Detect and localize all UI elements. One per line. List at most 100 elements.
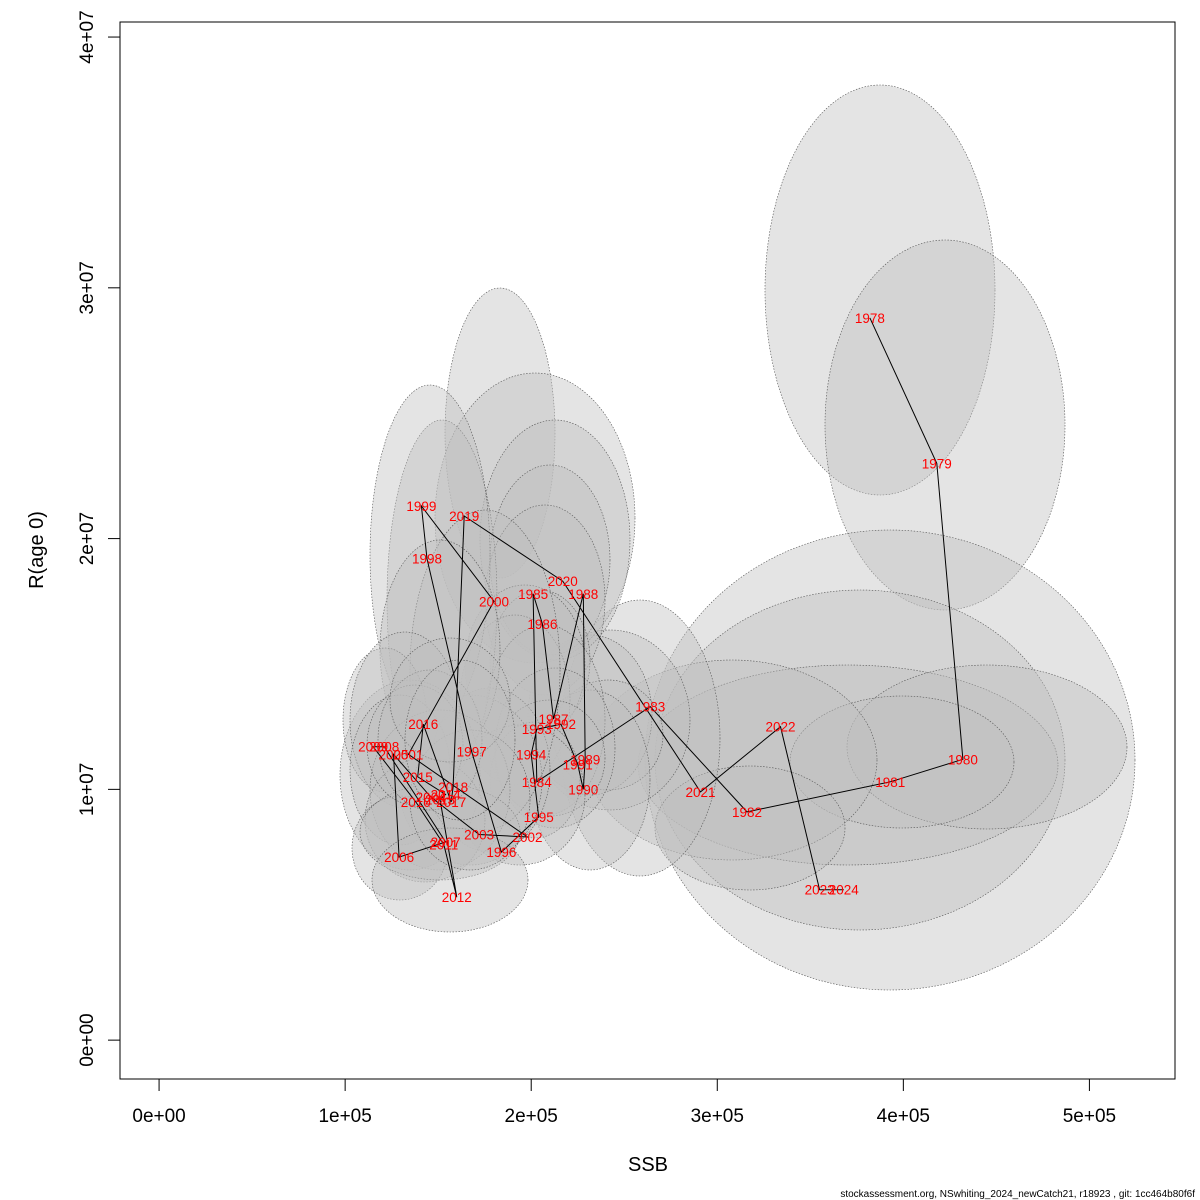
confidence-ellipse xyxy=(789,695,1015,829)
x-axis-title: SSB xyxy=(628,1154,668,1176)
year-label-2007: 2007 xyxy=(431,835,461,850)
year-label-1979: 1979 xyxy=(922,456,952,471)
year-label-2011: 2011 xyxy=(429,838,458,853)
confidence-ellipse xyxy=(484,504,606,696)
confidence-ellipse xyxy=(529,629,691,811)
year-label-1990: 1990 xyxy=(568,782,598,797)
year-label-1986: 1986 xyxy=(527,617,557,632)
x-tick-label: 2e+05 xyxy=(505,1106,558,1127)
confidence-ellipse xyxy=(386,419,498,781)
year-label-2008: 2008 xyxy=(369,740,399,755)
confidence-ellipse xyxy=(559,599,721,877)
confidence-ellipse xyxy=(409,509,561,831)
year-label-2017: 2017 xyxy=(436,795,466,810)
x-tick-label: 1e+05 xyxy=(318,1106,371,1127)
year-label-1991: 1991 xyxy=(563,757,593,772)
year-label-1992: 1992 xyxy=(546,717,576,732)
confidence-ellipse xyxy=(349,631,461,809)
year-label-2004: 2004 xyxy=(416,790,447,805)
confidence-ellipse xyxy=(369,384,491,726)
confidence-ellipse xyxy=(489,589,591,731)
year-label-1998: 1998 xyxy=(412,552,442,567)
trajectory-line xyxy=(372,317,964,898)
year-label-1988: 1988 xyxy=(568,587,598,602)
confidence-ellipse xyxy=(654,589,1066,931)
year-label-2009: 2009 xyxy=(358,740,388,755)
year-label-2005: 2005 xyxy=(378,747,408,762)
y-tick-label: 0e+00 xyxy=(77,1013,98,1066)
x-tick-label: 5e+05 xyxy=(1063,1106,1116,1127)
confidence-ellipse xyxy=(464,584,586,746)
year-labels: 1978 1979 1980 1981 1982 1983 1984 1985 1986 1987… xyxy=(358,311,978,905)
confidence-ellipses xyxy=(339,84,1136,991)
year-label-2023: 2023 xyxy=(805,883,835,898)
year-label-2021: 2021 xyxy=(685,785,715,800)
year-label-2018: 2018 xyxy=(438,780,468,795)
year-label-2022: 2022 xyxy=(765,720,795,735)
y-axis: 0e+00 1e+07 2e+07 3e+07 4e+07 xyxy=(77,10,121,1067)
y-axis-title: R(age 0) xyxy=(26,511,48,589)
year-label-1994: 1994 xyxy=(516,747,547,762)
year-label-1981: 1981 xyxy=(875,775,905,790)
confidence-ellipse xyxy=(644,529,1136,991)
y-tick-label: 1e+07 xyxy=(77,763,98,816)
year-label-2002: 2002 xyxy=(512,830,542,845)
confidence-ellipse xyxy=(339,679,481,871)
year-label-2016: 2016 xyxy=(408,717,438,732)
confidence-ellipse xyxy=(479,419,631,661)
confidence-ellipse xyxy=(349,694,451,846)
year-label-1983: 1983 xyxy=(635,700,665,715)
year-label-2014: 2014 xyxy=(431,787,462,802)
confidence-ellipse xyxy=(379,539,501,761)
year-label-2010: 2010 xyxy=(401,795,431,810)
x-tick-label: 4e+05 xyxy=(877,1106,930,1127)
year-label-2019: 2019 xyxy=(449,509,479,524)
confidence-ellipse xyxy=(409,729,531,871)
confidence-ellipse xyxy=(494,699,606,817)
y-tick-label: 4e+07 xyxy=(77,10,98,63)
year-label-2000: 2000 xyxy=(479,594,509,609)
confidence-ellipse xyxy=(527,634,653,796)
year-label-1999: 1999 xyxy=(406,499,436,514)
year-label-1984: 1984 xyxy=(522,775,553,790)
year-label-2020: 2020 xyxy=(548,574,578,589)
year-label-2013: 2013 xyxy=(425,792,455,807)
confidence-ellipse xyxy=(846,664,1128,830)
year-label-2006: 2006 xyxy=(384,850,414,865)
confidence-ellipse xyxy=(371,827,529,933)
footer-note: stockassessment.org, NSwhiting_2024_newC… xyxy=(840,1189,1195,1200)
y-tick-label: 2e+07 xyxy=(77,512,98,565)
confidence-ellipse xyxy=(764,84,996,496)
year-label-1978: 1978 xyxy=(855,311,885,326)
year-label-1989: 1989 xyxy=(570,752,600,767)
confidence-ellipse xyxy=(586,659,878,861)
year-label-2003: 2003 xyxy=(464,828,494,843)
year-label-2001: 2001 xyxy=(393,747,423,762)
year-label-1997: 1997 xyxy=(457,745,487,760)
year-label-1996: 1996 xyxy=(486,845,516,860)
confidence-ellipse xyxy=(404,659,516,821)
confidence-ellipse xyxy=(824,239,1066,611)
year-label-1993: 1993 xyxy=(522,722,552,737)
y-tick-label: 3e+07 xyxy=(77,261,98,314)
x-tick-label: 3e+05 xyxy=(691,1106,744,1127)
confidence-ellipse xyxy=(369,709,511,871)
confidence-ellipse xyxy=(454,724,586,866)
year-label-2024: 2024 xyxy=(829,883,860,898)
confidence-ellipse xyxy=(444,287,556,579)
confidence-ellipse xyxy=(637,664,1059,866)
trajectory-polyline xyxy=(372,317,964,898)
x-axis: 0e+00 1e+05 2e+05 3e+05 4e+05 5e+05 xyxy=(132,1078,1116,1127)
year-label-1987: 1987 xyxy=(538,712,568,727)
year-label-1985: 1985 xyxy=(518,587,548,602)
year-label-1982: 1982 xyxy=(732,805,762,820)
confidence-ellipse xyxy=(529,689,651,871)
year-label-1995: 1995 xyxy=(524,810,554,825)
x-tick-label: 0e+00 xyxy=(132,1106,185,1127)
year-label-2015: 2015 xyxy=(403,770,433,785)
year-label-2012: 2012 xyxy=(442,890,472,905)
year-label-1980: 1980 xyxy=(948,752,978,767)
confidence-ellipse xyxy=(389,637,511,763)
